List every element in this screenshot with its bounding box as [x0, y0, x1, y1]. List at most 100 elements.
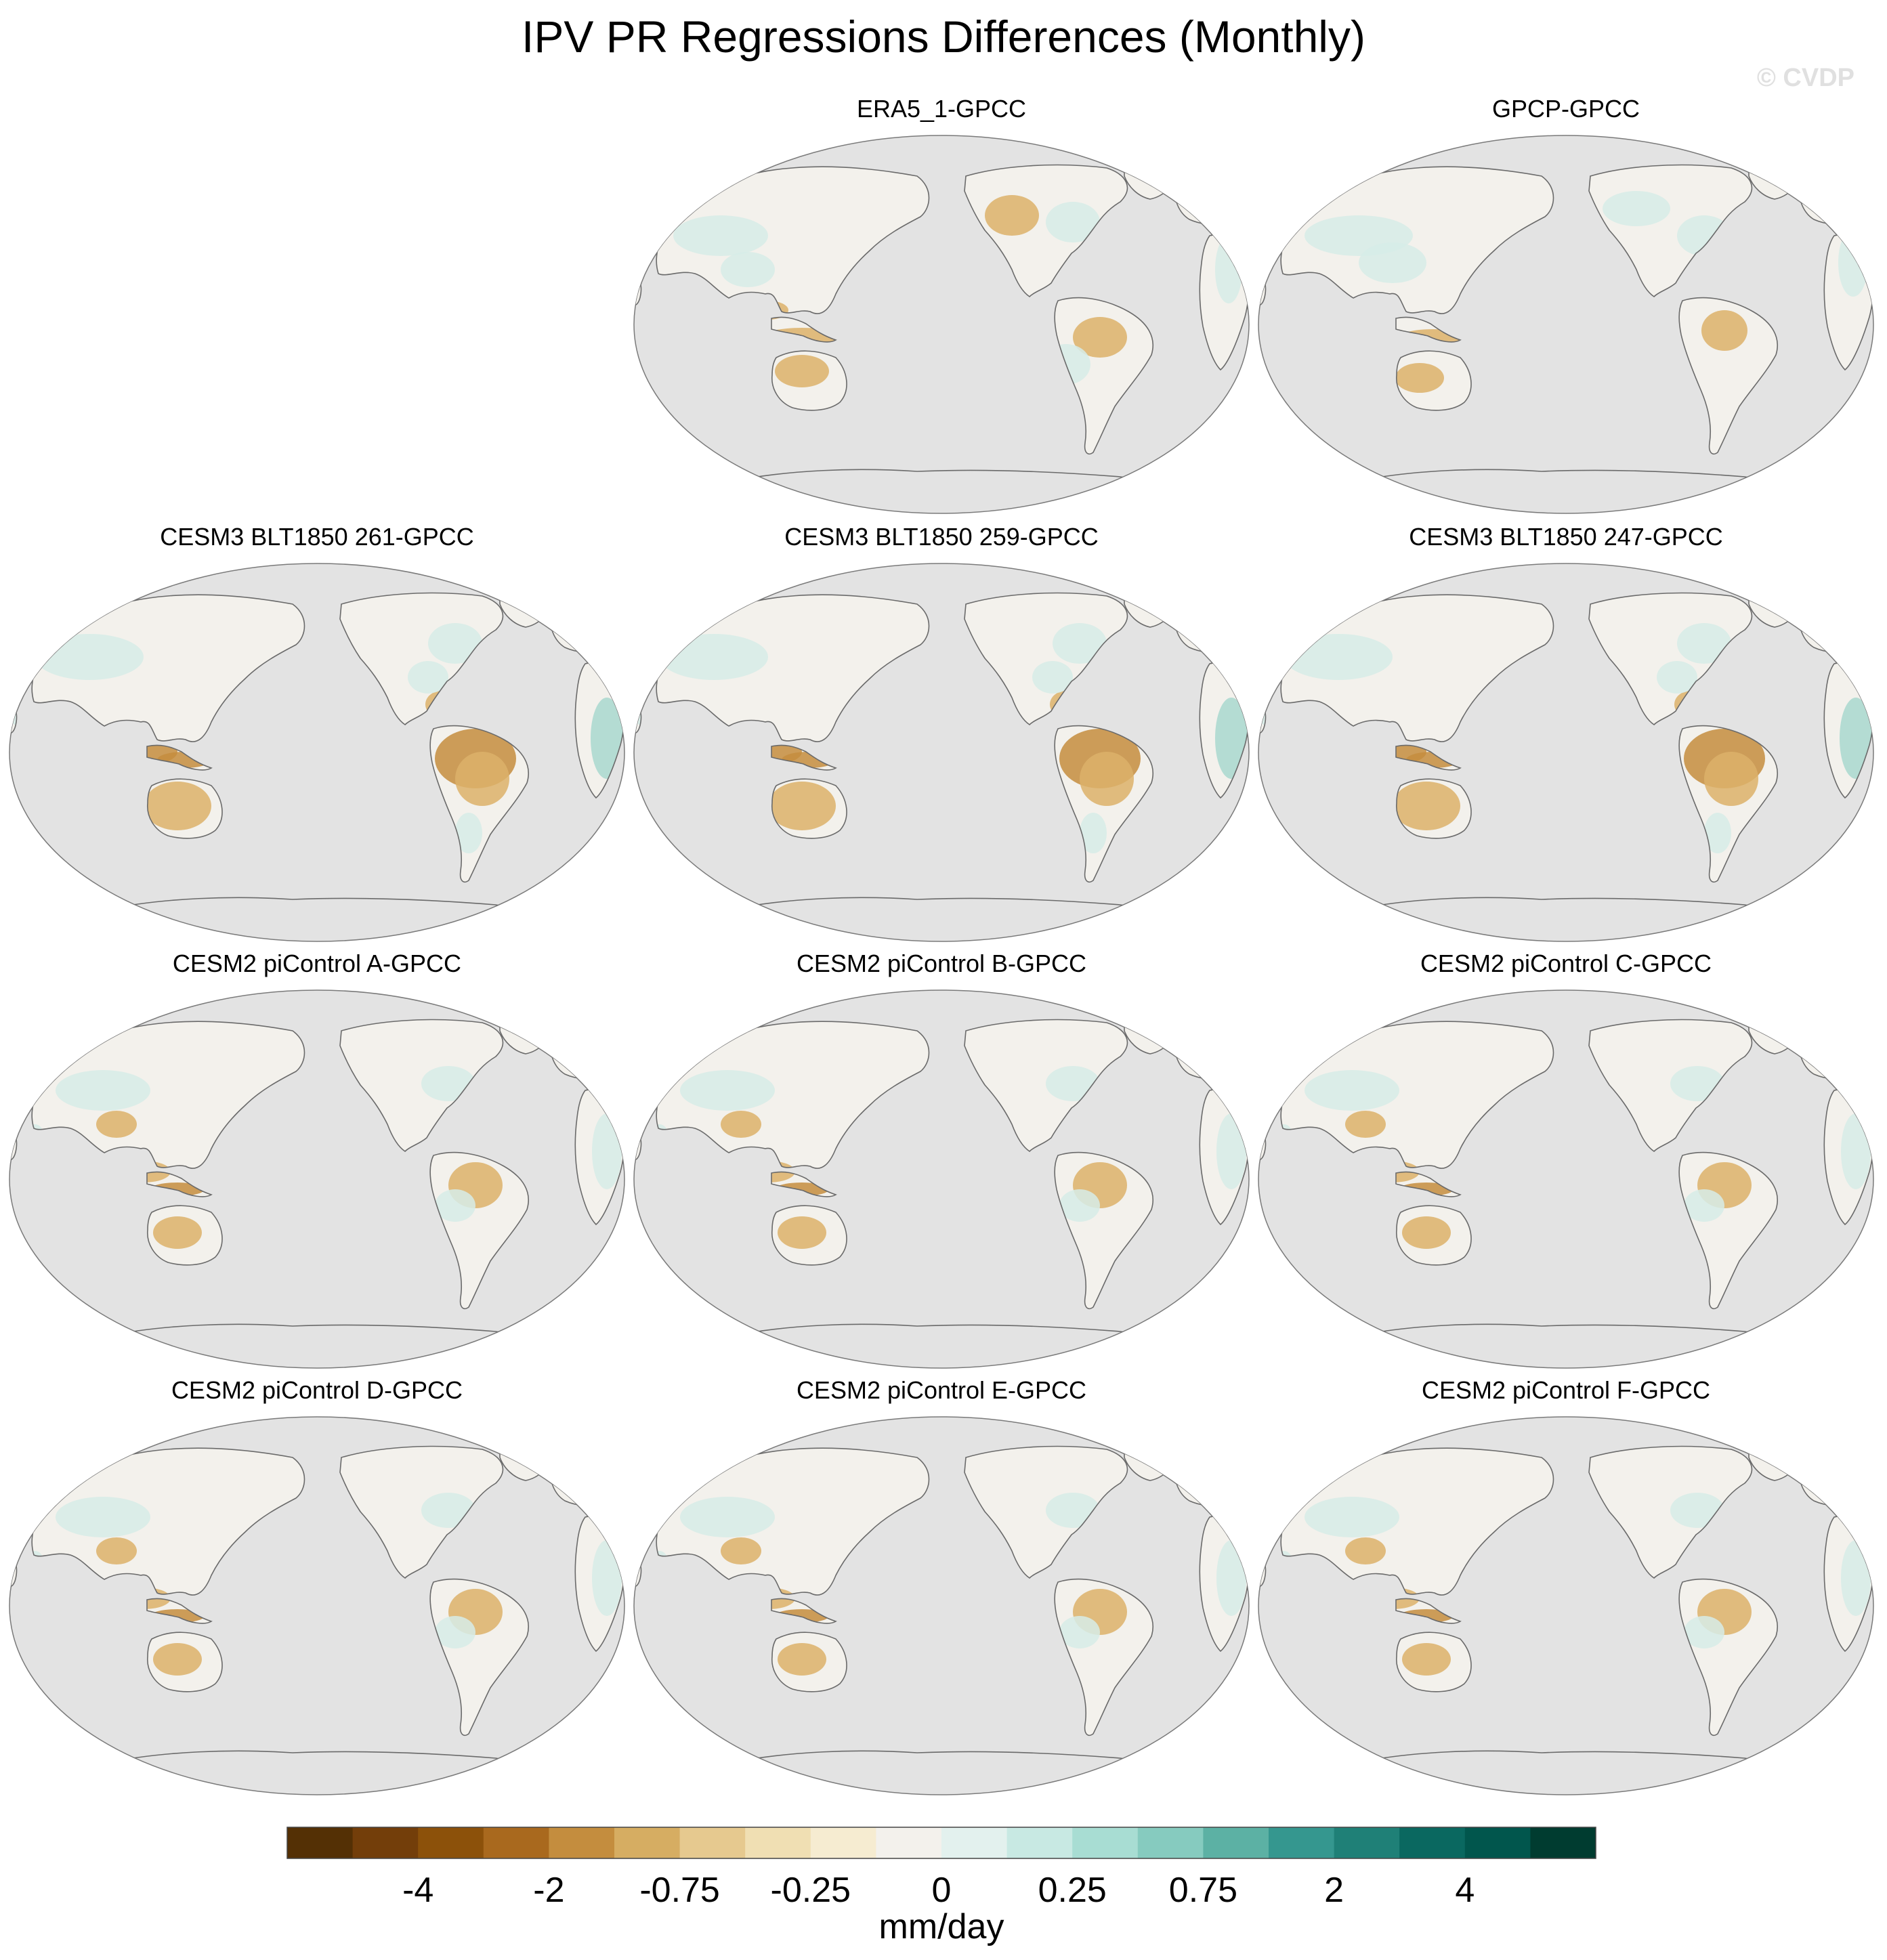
- colorbar-swatch: [1269, 1827, 1335, 1858]
- wet-anomaly: [56, 1070, 150, 1111]
- colorbar-tick-label: -4: [402, 1871, 433, 1910]
- wet-anomaly: [1216, 1113, 1246, 1189]
- coast-australia: [771, 778, 847, 839]
- dry-anomaly: [1704, 752, 1758, 806]
- map-globe: [9, 1416, 625, 1795]
- wet-anomaly: [680, 1497, 775, 1537]
- wet-anomaly: [428, 623, 482, 664]
- wet-anomaly: [1215, 236, 1242, 303]
- coast-namerica: [339, 1019, 504, 1153]
- wet-anomaly: [592, 1540, 622, 1616]
- panel-title: CESM2 piControl A-GPCC: [172, 950, 462, 977]
- map-globe: [1258, 1416, 1874, 1795]
- map-panel: CESM3 BLT1850 259-GPCC: [633, 523, 1250, 943]
- dry-anomaly: [1701, 310, 1747, 351]
- wet-anomaly: [1841, 1113, 1871, 1189]
- land-namerica: [340, 1019, 503, 1151]
- dry-anomaly: [96, 1111, 137, 1138]
- colorbar-swatch: [876, 1827, 942, 1858]
- wet-anomaly: [1603, 191, 1670, 226]
- coast-seasia: [146, 1171, 213, 1197]
- coast-namerica: [964, 592, 1128, 726]
- wet-anomaly: [1359, 242, 1426, 283]
- coast-samerica: [1054, 1578, 1154, 1737]
- wet-anomaly: [1684, 1189, 1724, 1222]
- wet-anomaly: [1841, 1540, 1871, 1616]
- panel-title: CESM2 piControl D-GPCC: [171, 1376, 463, 1404]
- coast-asia: [1280, 166, 1554, 314]
- wet-anomaly: [1046, 202, 1100, 242]
- wet-anomaly: [1305, 1497, 1399, 1537]
- coast-asia: [1280, 1447, 1554, 1596]
- coast-seasia: [1395, 1171, 1462, 1197]
- coast-asia: [656, 594, 930, 742]
- coast-namerica: [964, 1019, 1128, 1153]
- dry-anomaly: [455, 752, 509, 806]
- coast-namerica: [964, 1445, 1128, 1579]
- dry-anomaly: [778, 1643, 826, 1676]
- wet-anomaly: [1032, 661, 1073, 694]
- wet-anomaly: [455, 813, 482, 853]
- coast-samerica: [429, 1578, 530, 1737]
- coast-australia: [771, 1205, 847, 1266]
- dry-anomaly: [1073, 317, 1127, 358]
- wet-anomaly: [435, 1616, 475, 1648]
- land-namerica: [964, 1446, 1128, 1578]
- colorbar-swatch: [745, 1827, 811, 1858]
- coast-namerica: [1588, 592, 1753, 726]
- colorbar-swatch: [1203, 1827, 1269, 1858]
- coast-seasia: [771, 1598, 837, 1624]
- map-globe: [633, 1416, 1250, 1795]
- colorbar-swatch: [1399, 1827, 1466, 1858]
- colorbar-tick-label: 0.25: [1038, 1871, 1107, 1910]
- map-globe: [1258, 135, 1874, 514]
- colorbar-tick-label: 4: [1455, 1871, 1475, 1910]
- wet-anomaly: [1704, 813, 1731, 853]
- coast-asia: [1280, 594, 1554, 742]
- wet-anomaly: [1840, 698, 1872, 779]
- land-asia: [1281, 595, 1554, 742]
- panel-title: CESM3 BLT1850 261-GPCC: [160, 523, 474, 551]
- wet-anomaly: [721, 252, 775, 287]
- coast-namerica: [964, 164, 1128, 298]
- coast-samerica: [429, 725, 530, 883]
- colorbar-swatch: [810, 1827, 876, 1858]
- coast-namerica: [1588, 164, 1753, 298]
- dry-anomaly: [721, 1537, 761, 1564]
- wet-anomaly: [1657, 661, 1697, 694]
- map-globe: [633, 563, 1250, 942]
- dry-anomaly: [1395, 363, 1444, 393]
- map-panel: CESM2 piControl A-GPCC: [8, 950, 626, 1369]
- coast-australia: [147, 1205, 223, 1266]
- wet-anomaly: [1677, 623, 1731, 664]
- map-globe: [9, 989, 625, 1369]
- dry-anomaly: [768, 782, 836, 830]
- dry-anomaly: [1402, 1216, 1451, 1249]
- dry-anomaly: [153, 1643, 202, 1676]
- colorbar-swatch: [1072, 1827, 1139, 1858]
- colorbar-tick-label: 2: [1324, 1871, 1344, 1910]
- dry-anomaly: [778, 1216, 826, 1249]
- colorbar-swatch: [1137, 1827, 1204, 1858]
- coast-asia: [656, 1447, 930, 1596]
- wet-anomaly: [592, 1113, 622, 1189]
- coast-australia: [1396, 1632, 1472, 1692]
- coast-australia: [771, 1632, 847, 1692]
- coast-seasia: [1395, 316, 1462, 343]
- colorbar-swatch: [1006, 1827, 1073, 1858]
- coast-seasia: [146, 744, 213, 771]
- dry-anomaly: [144, 782, 211, 830]
- wet-anomaly: [1215, 698, 1248, 779]
- coast-australia: [1396, 350, 1472, 411]
- map-panel: ERA5_1-GPCC: [633, 95, 1250, 515]
- wet-anomaly: [1053, 623, 1107, 664]
- coast-asia: [31, 1021, 305, 1169]
- panel-title: CESM2 piControl C-GPCC: [1420, 950, 1712, 977]
- colorbar-swatch: [352, 1827, 419, 1858]
- colorbar-tick-label: 0: [932, 1871, 952, 1910]
- map-panel: CESM2 piControl B-GPCC: [633, 950, 1250, 1369]
- coast-namerica: [1588, 1019, 1753, 1153]
- land-asia: [1281, 167, 1554, 314]
- dry-anomaly: [985, 195, 1039, 236]
- map-panel: CESM2 piControl C-GPCC: [1257, 950, 1875, 1369]
